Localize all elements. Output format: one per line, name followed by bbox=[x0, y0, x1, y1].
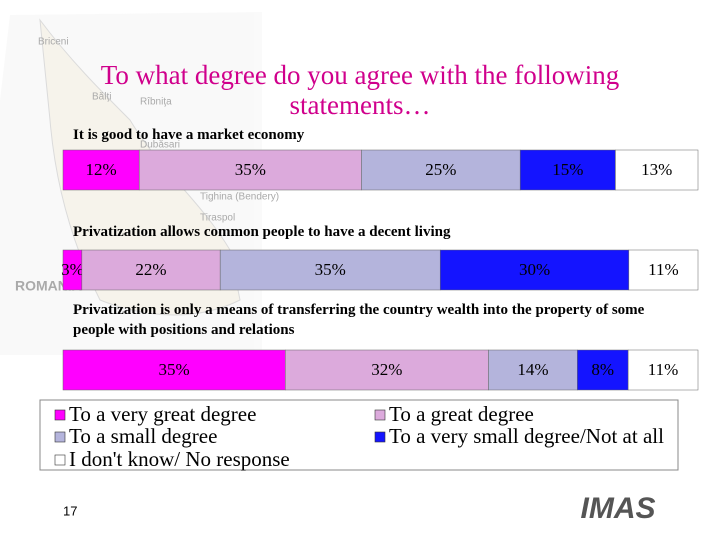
map-label: Rîbniţa bbox=[140, 97, 172, 108]
bar-segment bbox=[439, 249, 630, 291]
legend-box bbox=[39, 399, 679, 471]
bar-segment bbox=[138, 149, 362, 191]
bar-segment bbox=[361, 149, 521, 191]
map-label: Tighina (Bendery) bbox=[200, 192, 279, 203]
bar-segment bbox=[628, 249, 699, 291]
category-label: Privatization is only a means of transfe… bbox=[73, 302, 645, 338]
bar-segment bbox=[62, 149, 140, 191]
value-label: 11% bbox=[648, 360, 679, 379]
chart-title: To what degree do you agree with the fol… bbox=[100, 60, 620, 120]
value-label: 30% bbox=[519, 260, 550, 279]
legend-swatch bbox=[374, 431, 386, 443]
page-number: 17 bbox=[63, 503, 77, 518]
value-label: 8% bbox=[591, 360, 614, 379]
value-label: 35% bbox=[235, 160, 266, 179]
bar-segment bbox=[615, 149, 699, 191]
map-label: Briceni bbox=[38, 37, 69, 48]
value-label: 11% bbox=[648, 260, 679, 279]
bar-segment bbox=[81, 249, 221, 291]
bar-segment bbox=[285, 349, 489, 391]
legend-swatch bbox=[54, 454, 66, 466]
value-label: 14% bbox=[517, 360, 548, 379]
logo: IMAS bbox=[581, 492, 656, 525]
value-label: 13% bbox=[641, 160, 672, 179]
legend-label: To a very small degree/Not at all bbox=[389, 424, 664, 448]
legend-swatch bbox=[54, 431, 66, 443]
legend-swatch bbox=[374, 409, 386, 421]
legend-label: I don't know/ No response bbox=[69, 447, 290, 471]
map-label: Bălţi bbox=[92, 92, 111, 103]
legend-label: To a very great degree bbox=[69, 402, 256, 426]
bar-segment bbox=[627, 349, 699, 391]
map-label: Tiraspol bbox=[200, 213, 235, 224]
value-label: 22% bbox=[135, 260, 166, 279]
category-label: It is good to have a market economy bbox=[73, 127, 305, 143]
value-label: 35% bbox=[159, 360, 190, 379]
legend-swatch bbox=[54, 409, 66, 421]
bar-segment bbox=[62, 349, 286, 391]
map-label: Dubăsari bbox=[140, 140, 180, 151]
value-label: 12% bbox=[86, 160, 117, 179]
bar-segment bbox=[577, 349, 629, 391]
bar-segment bbox=[219, 249, 441, 291]
bar-segment bbox=[519, 149, 616, 191]
category-label: Privatization allows common people to ha… bbox=[73, 224, 451, 240]
value-label: 25% bbox=[425, 160, 456, 179]
value-label: 32% bbox=[371, 360, 402, 379]
value-label: 3% bbox=[61, 260, 84, 279]
bar-segment bbox=[488, 349, 578, 391]
legend-label: To a great degree bbox=[389, 402, 534, 426]
value-label: 15% bbox=[552, 160, 583, 179]
value-label: 35% bbox=[315, 260, 346, 279]
legend-label: To a small degree bbox=[69, 424, 217, 448]
